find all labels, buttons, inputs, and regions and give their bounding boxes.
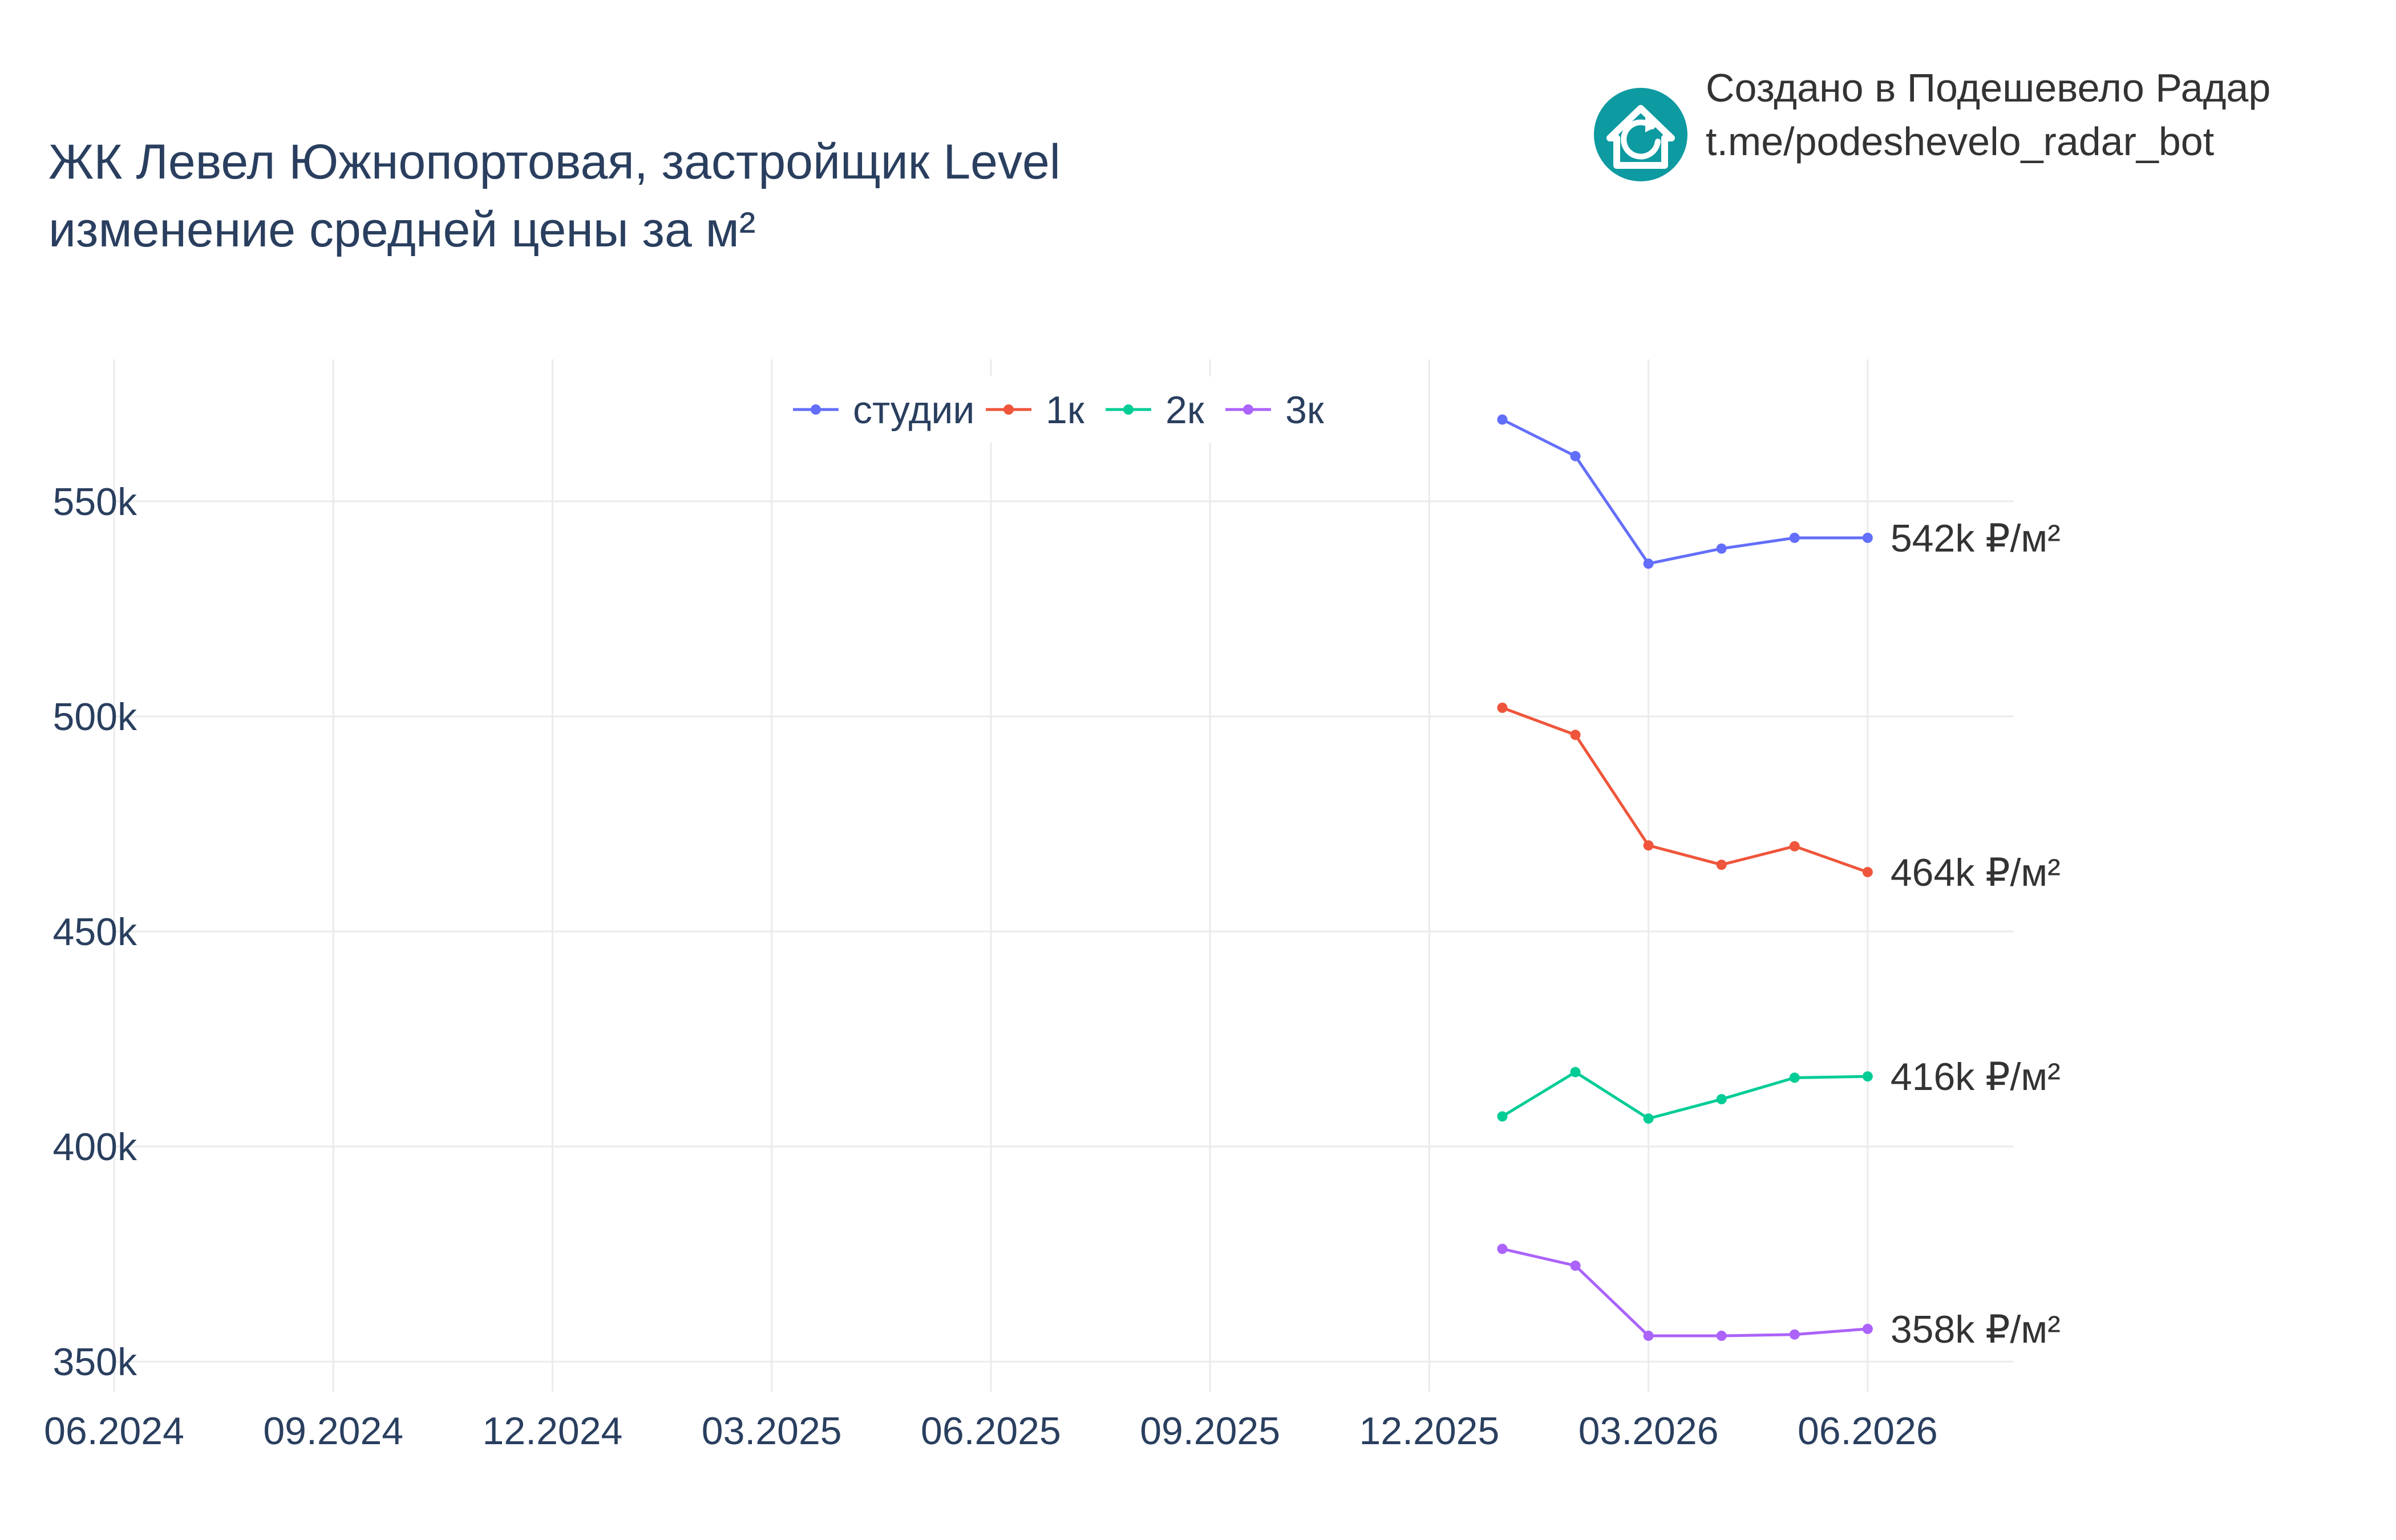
- data-point[interactable]: [1497, 1243, 1508, 1254]
- data-point[interactable]: [1570, 1067, 1581, 1077]
- end-value-label: 416k ₽/м²: [1891, 1055, 2061, 1099]
- legend-item[interactable]: 1к: [986, 388, 1085, 432]
- y-tick-label: 350k: [53, 1340, 137, 1384]
- data-point[interactable]: [1643, 1113, 1654, 1124]
- series-line-3: [1501, 1247, 1868, 1338]
- y-axis-tick-labels: 350k 400k 450k 500k 550k: [53, 480, 137, 1384]
- chart-title-line-1: ЖК Левел Южнопортовая, застройщик Level: [48, 135, 1061, 189]
- series-line-1: [1501, 706, 1868, 874]
- data-point[interactable]: [1716, 543, 1727, 554]
- data-point[interactable]: [1716, 860, 1727, 870]
- data-point[interactable]: [1570, 730, 1581, 740]
- x-tick-label: 09.2024: [263, 1409, 403, 1453]
- data-point[interactable]: [1862, 1071, 1873, 1082]
- data-point[interactable]: [1789, 1072, 1800, 1083]
- data-point[interactable]: [1497, 702, 1508, 713]
- data-point[interactable]: [1862, 1323, 1873, 1334]
- data-point[interactable]: [1716, 1330, 1727, 1341]
- series-line-0: [1501, 418, 1868, 565]
- series-line-2: [1501, 1071, 1868, 1120]
- end-value-label: 464k ₽/м²: [1891, 851, 2061, 894]
- branding-line-1: Создано в Подешевело Радар: [1706, 66, 2270, 110]
- x-tick-label: 03.2026: [1579, 1409, 1719, 1453]
- legend-label: 1к: [1046, 388, 1085, 432]
- branding: Создано в Подешевело Радар t.me/podeshev…: [1594, 66, 2270, 181]
- y-tick-label: 500k: [53, 695, 137, 739]
- x-tick-label: 12.2025: [1359, 1409, 1499, 1453]
- data-point[interactable]: [1570, 1261, 1581, 1271]
- x-tick-label: 12.2024: [483, 1409, 623, 1453]
- x-tick-label: 06.2025: [921, 1409, 1061, 1453]
- legend-item[interactable]: студии: [793, 388, 974, 432]
- legend-label: студии: [853, 388, 974, 432]
- legend-swatch-marker: [811, 404, 821, 415]
- data-point[interactable]: [1862, 866, 1873, 877]
- legend-item[interactable]: 2к: [1106, 388, 1205, 432]
- data-point[interactable]: [1570, 451, 1581, 461]
- data-point[interactable]: [1789, 1329, 1800, 1340]
- legend-swatch-marker: [1003, 404, 1014, 415]
- data-point[interactable]: [1643, 558, 1654, 569]
- branding-line-2[interactable]: t.me/podeshevelo_radar_bot: [1706, 119, 2214, 164]
- series-end-labels: 542k ₽/м² 464k ₽/м² 416k ₽/м² 358k ₽/м²: [1891, 517, 2061, 1351]
- y-tick-label: 450k: [53, 910, 137, 954]
- x-axis-tick-labels: 06.2024 09.2024 12.2024 03.2025 06.2025 09.20…: [44, 1409, 1938, 1453]
- chart-title-line-2: изменение средней цены за м²: [48, 202, 755, 257]
- data-point[interactable]: [1497, 1111, 1508, 1122]
- series-lines: [1501, 418, 1868, 1338]
- x-tick-label: 09.2025: [1140, 1409, 1280, 1453]
- data-point[interactable]: [1497, 414, 1508, 425]
- data-point[interactable]: [1862, 532, 1873, 543]
- series-points: [1497, 414, 1873, 1341]
- house-refresh-icon: [1594, 88, 1687, 181]
- y-tick-label: 400k: [53, 1125, 137, 1169]
- legend: студии 1к 2к 3к: [786, 376, 1346, 443]
- end-value-label: 542k ₽/м²: [1891, 517, 2061, 560]
- legend-item[interactable]: 3к: [1225, 388, 1325, 432]
- chart-title: ЖК Левел Южнопортовая, застройщик Level …: [48, 135, 1061, 257]
- x-gridlines: [113, 359, 1869, 1392]
- legend-label: 2к: [1165, 388, 1205, 432]
- data-point[interactable]: [1643, 1330, 1654, 1341]
- data-point[interactable]: [1716, 1094, 1727, 1105]
- data-point[interactable]: [1643, 840, 1654, 851]
- legend-swatch-marker: [1123, 404, 1134, 415]
- y-tick-label: 550k: [53, 480, 137, 524]
- x-tick-label: 06.2026: [1798, 1409, 1938, 1453]
- legend-swatch-marker: [1243, 404, 1253, 415]
- end-value-label: 358k ₽/м²: [1891, 1308, 2061, 1351]
- x-tick-label: 06.2024: [44, 1409, 184, 1453]
- legend-label: 3к: [1285, 388, 1325, 432]
- data-point[interactable]: [1789, 532, 1800, 543]
- y-gridlines: [114, 500, 2014, 1363]
- data-point[interactable]: [1789, 841, 1800, 852]
- x-tick-label: 03.2025: [702, 1409, 842, 1453]
